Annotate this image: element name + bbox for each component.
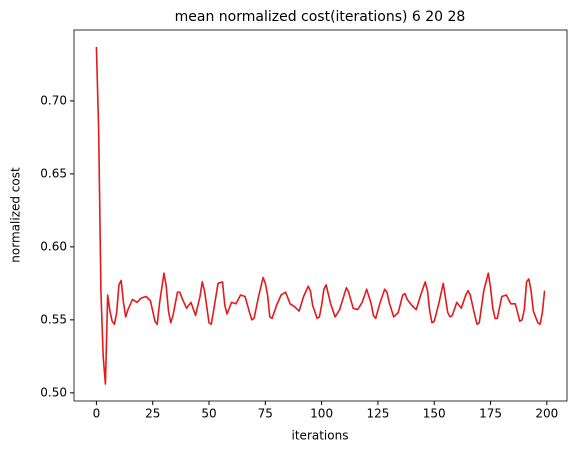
x-tick-label: 0 — [93, 407, 101, 421]
chart-title: mean normalized cost(iterations) 6 20 28 — [175, 9, 466, 25]
x-axis-label: iterations — [292, 429, 349, 443]
x-tick-label: 75 — [258, 407, 273, 421]
x-tick-label: 200 — [535, 407, 558, 421]
y-tick-label: 0.50 — [40, 385, 67, 399]
x-tick-label: 150 — [423, 407, 446, 421]
data-line — [95, 46, 546, 385]
x-tick-label: 50 — [201, 407, 216, 421]
y-axis-label: normalized cost — [9, 167, 23, 263]
y-tick-label: 0.55 — [40, 312, 67, 326]
x-tick-label: 100 — [310, 407, 333, 421]
y-tick-label: 0.65 — [40, 166, 67, 180]
x-tick-label: 25 — [145, 407, 160, 421]
plot-frame — [73, 29, 568, 402]
y-tick-label: 0.60 — [40, 239, 67, 253]
x-tick-label: 125 — [366, 407, 389, 421]
y-tick-label: 0.70 — [40, 93, 67, 107]
x-tick-label: 175 — [479, 407, 502, 421]
